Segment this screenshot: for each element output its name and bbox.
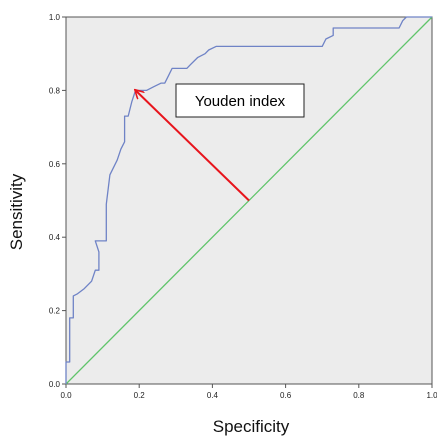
y-tick-label: 0.4	[49, 233, 61, 242]
x-tick-label: 0.4	[207, 391, 219, 400]
x-tick-label: 0.8	[353, 391, 365, 400]
y-tick-label: 0.8	[49, 86, 61, 95]
x-tick-label: 0.2	[134, 391, 146, 400]
y-axis-ticks: 0.0 0.2 0.4 0.6 0.8 1.0	[49, 13, 66, 389]
roc-curve-line	[65, 16, 432, 384]
x-tick-label: 0.0	[60, 391, 72, 400]
x-tick-label: 0.6	[280, 391, 292, 400]
annotation-layer: Youden index	[136, 83, 305, 202]
annotation-label: Youden index	[195, 93, 286, 110]
youden-index-arrow	[136, 90, 250, 202]
y-tick-label: 0.0	[49, 380, 61, 389]
x-tick-label: 1.0	[426, 391, 437, 400]
y-axis-title: Sensitivity	[7, 173, 26, 250]
x-axis-ticks: 0.0 0.2 0.4 0.6 0.8 1.0	[60, 384, 437, 400]
y-tick-label: 0.2	[49, 307, 61, 316]
x-axis-title: Specificity	[213, 417, 290, 436]
y-tick-label: 0.6	[49, 160, 61, 169]
annotation-box	[175, 83, 305, 118]
y-tick-label: 1.0	[49, 13, 61, 22]
